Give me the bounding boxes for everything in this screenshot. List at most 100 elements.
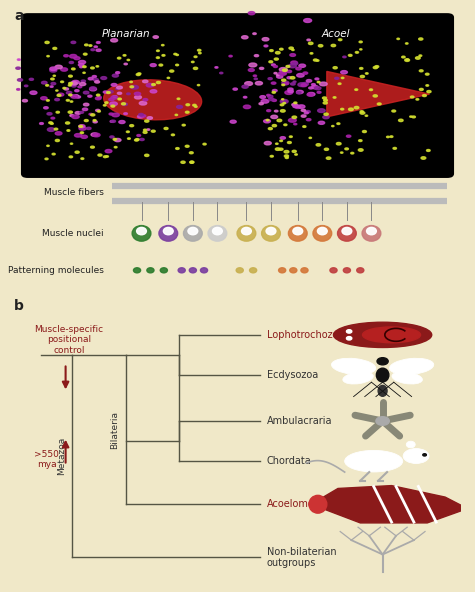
Ellipse shape	[266, 120, 269, 121]
Ellipse shape	[110, 102, 117, 105]
Ellipse shape	[370, 89, 372, 91]
Ellipse shape	[104, 105, 106, 106]
Ellipse shape	[293, 81, 296, 82]
Ellipse shape	[91, 133, 98, 136]
Ellipse shape	[248, 69, 254, 72]
Ellipse shape	[88, 95, 92, 97]
Ellipse shape	[298, 83, 306, 86]
Ellipse shape	[186, 104, 190, 106]
Ellipse shape	[301, 268, 308, 273]
Ellipse shape	[285, 91, 293, 95]
Ellipse shape	[291, 61, 297, 64]
Ellipse shape	[117, 57, 121, 59]
Ellipse shape	[68, 85, 71, 86]
Ellipse shape	[67, 130, 70, 131]
Ellipse shape	[93, 121, 97, 123]
Ellipse shape	[359, 140, 362, 141]
Ellipse shape	[185, 145, 189, 147]
Ellipse shape	[111, 38, 118, 42]
Ellipse shape	[119, 121, 125, 124]
Ellipse shape	[137, 134, 141, 136]
Ellipse shape	[79, 82, 86, 86]
Ellipse shape	[66, 122, 70, 124]
Ellipse shape	[71, 95, 74, 96]
Ellipse shape	[108, 91, 113, 93]
Text: >550
mya: >550 mya	[34, 450, 59, 469]
Ellipse shape	[333, 322, 432, 348]
Ellipse shape	[71, 95, 78, 98]
Ellipse shape	[295, 154, 297, 155]
Ellipse shape	[308, 42, 313, 44]
Ellipse shape	[53, 75, 56, 76]
Ellipse shape	[41, 81, 47, 84]
Ellipse shape	[277, 119, 282, 122]
Ellipse shape	[176, 147, 179, 149]
Ellipse shape	[406, 441, 415, 448]
Text: b: b	[14, 299, 24, 313]
Ellipse shape	[25, 85, 28, 86]
Ellipse shape	[96, 41, 100, 43]
Ellipse shape	[287, 70, 292, 73]
Ellipse shape	[81, 158, 84, 159]
Ellipse shape	[69, 62, 74, 63]
Ellipse shape	[75, 111, 81, 114]
Ellipse shape	[22, 99, 28, 102]
Ellipse shape	[314, 86, 321, 90]
Ellipse shape	[29, 78, 34, 81]
Ellipse shape	[150, 63, 156, 67]
Ellipse shape	[134, 139, 138, 141]
Ellipse shape	[170, 70, 174, 72]
Ellipse shape	[248, 12, 255, 15]
Ellipse shape	[274, 72, 277, 74]
Ellipse shape	[373, 66, 378, 69]
Ellipse shape	[94, 46, 97, 47]
Ellipse shape	[268, 127, 272, 130]
Ellipse shape	[71, 41, 76, 44]
Ellipse shape	[177, 98, 180, 99]
Ellipse shape	[288, 88, 293, 91]
Ellipse shape	[241, 227, 251, 235]
Ellipse shape	[89, 114, 93, 115]
Ellipse shape	[276, 52, 280, 54]
Ellipse shape	[70, 143, 73, 144]
Ellipse shape	[101, 76, 107, 79]
Ellipse shape	[318, 121, 324, 124]
Ellipse shape	[345, 451, 403, 472]
Ellipse shape	[95, 81, 100, 83]
Ellipse shape	[346, 330, 352, 333]
Ellipse shape	[113, 139, 117, 140]
Ellipse shape	[137, 227, 146, 235]
Text: Ambulacraria: Ambulacraria	[266, 416, 332, 426]
Ellipse shape	[91, 49, 95, 51]
Ellipse shape	[74, 95, 78, 96]
Ellipse shape	[93, 79, 98, 81]
Ellipse shape	[264, 141, 271, 145]
Ellipse shape	[159, 226, 178, 241]
Ellipse shape	[39, 123, 43, 124]
Ellipse shape	[367, 227, 376, 235]
Ellipse shape	[279, 67, 287, 72]
Ellipse shape	[124, 63, 127, 65]
Ellipse shape	[410, 116, 412, 117]
Ellipse shape	[83, 108, 88, 111]
Ellipse shape	[405, 59, 409, 62]
Ellipse shape	[72, 115, 79, 118]
Text: Non-bilaterian
outgroups: Non-bilaterian outgroups	[266, 546, 336, 568]
Ellipse shape	[71, 82, 77, 85]
Ellipse shape	[280, 110, 285, 112]
Ellipse shape	[54, 128, 58, 130]
Ellipse shape	[138, 73, 141, 75]
Ellipse shape	[212, 227, 222, 235]
Ellipse shape	[324, 113, 328, 115]
Ellipse shape	[114, 146, 117, 148]
Ellipse shape	[117, 86, 123, 89]
Ellipse shape	[81, 135, 87, 139]
Ellipse shape	[293, 227, 303, 235]
Ellipse shape	[127, 93, 130, 95]
Ellipse shape	[174, 53, 177, 55]
Ellipse shape	[84, 53, 87, 55]
Text: a: a	[14, 9, 24, 23]
Ellipse shape	[190, 152, 193, 154]
Ellipse shape	[111, 96, 118, 99]
Ellipse shape	[56, 90, 58, 91]
